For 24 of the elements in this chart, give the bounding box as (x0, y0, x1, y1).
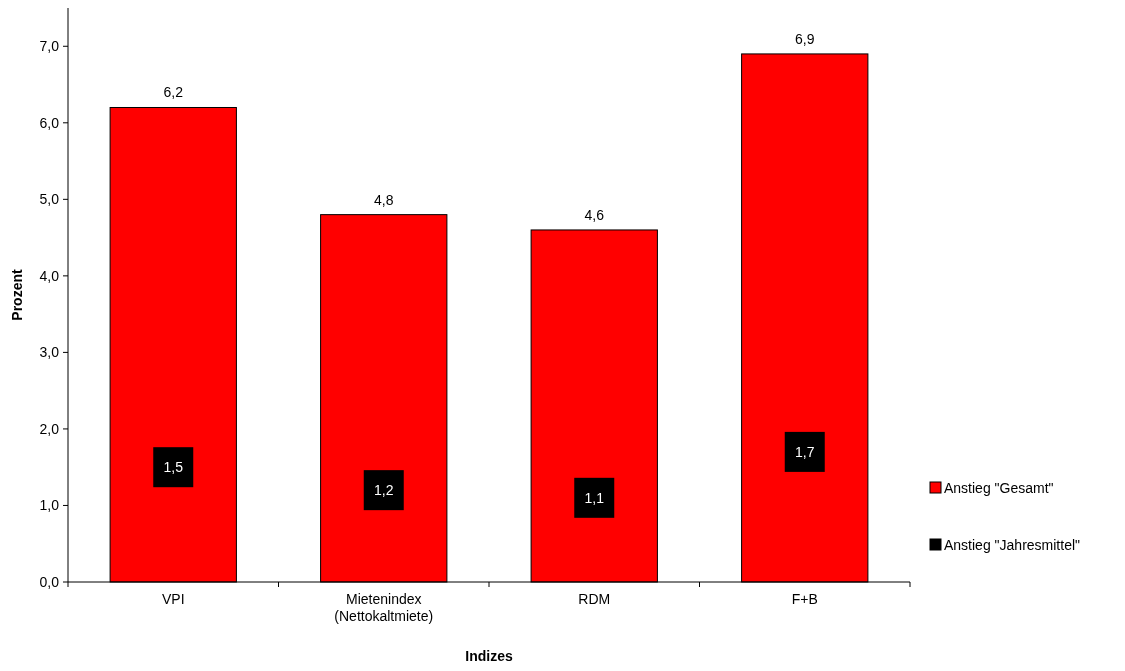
x-axis-title: Indizes (465, 648, 513, 664)
y-tick-label: 1,0 (39, 497, 60, 514)
y-tick-label: 2,0 (39, 420, 60, 437)
data-label: 1,2 (374, 482, 394, 499)
y-axis-title: Prozent (9, 269, 25, 321)
data-label: 6,9 (795, 30, 815, 47)
legend-label: Anstieg "Gesamt" (944, 480, 1054, 496)
y-tick-label: 3,0 (39, 344, 60, 361)
data-label: 1,5 (163, 459, 184, 476)
legend-label: Anstieg "Jahresmittel" (944, 537, 1081, 553)
y-tick-label: 5,0 (39, 191, 60, 208)
y-tick-label: 0,0 (39, 574, 60, 590)
x-tick-label: VPI (161, 591, 185, 607)
y-tick-label: 6,0 (39, 114, 60, 131)
x-tick-label: RDM (578, 591, 611, 607)
data-label: 4,6 (584, 206, 605, 223)
x-tick-label: F+B (791, 591, 818, 607)
data-label: 1,7 (795, 443, 815, 460)
x-tick-label: Mietenindex (Nettokaltmiete) (334, 591, 434, 624)
data-label: 6,2 (163, 84, 184, 101)
y-tick-label: 4,0 (39, 267, 60, 284)
y-tick-label: 7,0 (39, 38, 60, 55)
data-label: 4,8 (374, 191, 394, 208)
data-label: 1,1 (584, 489, 605, 506)
